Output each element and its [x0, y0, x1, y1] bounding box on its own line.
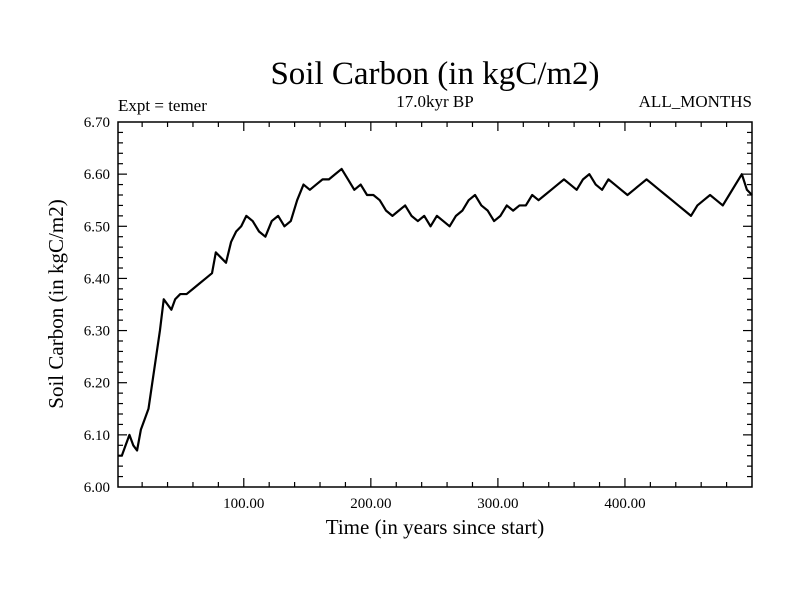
x-tick-label: 400.00 — [604, 496, 645, 512]
y-tick-label: 6.00 — [84, 480, 110, 496]
y-tick-label: 6.30 — [84, 324, 110, 340]
x-tick-label: 300.00 — [477, 496, 518, 512]
soil-carbon-series-line — [118, 167, 753, 457]
plot-area-frame — [117, 121, 753, 488]
x-axis-label: Time (in years since start) — [326, 515, 545, 539]
y-tick-label: 6.70 — [84, 115, 110, 131]
months-label: ALL_MONTHS — [639, 92, 752, 111]
y-tick-label: 6.10 — [84, 428, 110, 444]
x-axis-ticks: 100.00 200.00 300.00 400.00 — [141, 122, 728, 512]
experiment-label: Expt = temer — [118, 96, 207, 115]
chart-title: Soil Carbon (in kgC/m2) — [270, 56, 599, 92]
y-tick-label: 6.40 — [84, 271, 110, 287]
x-tick-label: 200.00 — [350, 496, 391, 512]
y-axis-ticks: 6.00 6.10 6.20 6.30 6.40 6.50 6.60 6.70 — [84, 115, 752, 496]
y-tick-label: 6.20 — [84, 376, 110, 392]
y-axis-label: Soil Carbon (in kgC/m2) — [44, 199, 68, 408]
y-tick-label: 6.60 — [84, 167, 110, 183]
y-tick-label: 6.50 — [84, 219, 110, 235]
chart-subtitle: 17.0kyr BP — [396, 92, 473, 111]
x-tick-label: 100.00 — [223, 496, 264, 512]
